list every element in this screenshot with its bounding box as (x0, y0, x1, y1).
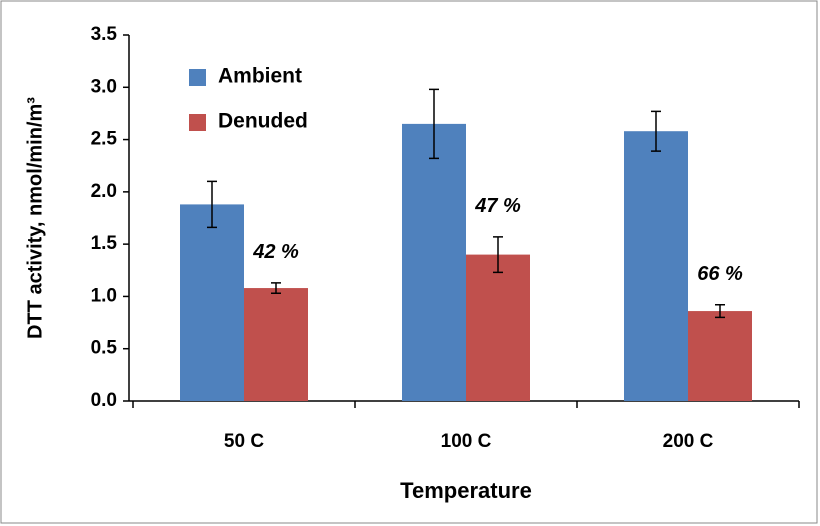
y-tick-label: 2.0 (91, 181, 117, 202)
legend-label: Ambient (218, 65, 302, 88)
error-bar (651, 110, 661, 152)
error-bar (493, 236, 503, 274)
x-tick-label: 50 C (224, 431, 264, 452)
y-tick-label: 1.5 (91, 233, 118, 254)
legend-swatch (189, 69, 206, 86)
x-tick-label: 200 C (663, 431, 714, 452)
annotation: 47 % (474, 195, 521, 217)
y-tick-label: 3.5 (91, 24, 118, 45)
error-bar (715, 304, 725, 319)
bar (180, 204, 244, 401)
bar (624, 131, 688, 401)
y-tick-label: 0.0 (91, 390, 117, 411)
annotation: 66 % (697, 263, 743, 285)
error-bar (271, 282, 281, 295)
x-tick-label: 100 C (441, 431, 492, 452)
error-bar (429, 88, 439, 160)
y-tick-label: 3.0 (91, 76, 117, 97)
y-tick-label: 0.5 (91, 338, 118, 359)
y-tick-label: 2.5 (91, 129, 118, 150)
legend-swatch (189, 114, 206, 131)
bar (402, 123, 466, 401)
x-axis-label: Temperature (400, 478, 532, 503)
error-bar (207, 180, 217, 229)
legend-label: Denuded (218, 110, 308, 133)
bar (244, 288, 308, 401)
bar (688, 311, 752, 401)
bar (466, 254, 530, 401)
y-axis-label: DTT activity, nmol/min/m³ (24, 97, 46, 339)
annotation: 42 % (252, 241, 299, 263)
y-tick-label: 1.0 (91, 285, 117, 306)
